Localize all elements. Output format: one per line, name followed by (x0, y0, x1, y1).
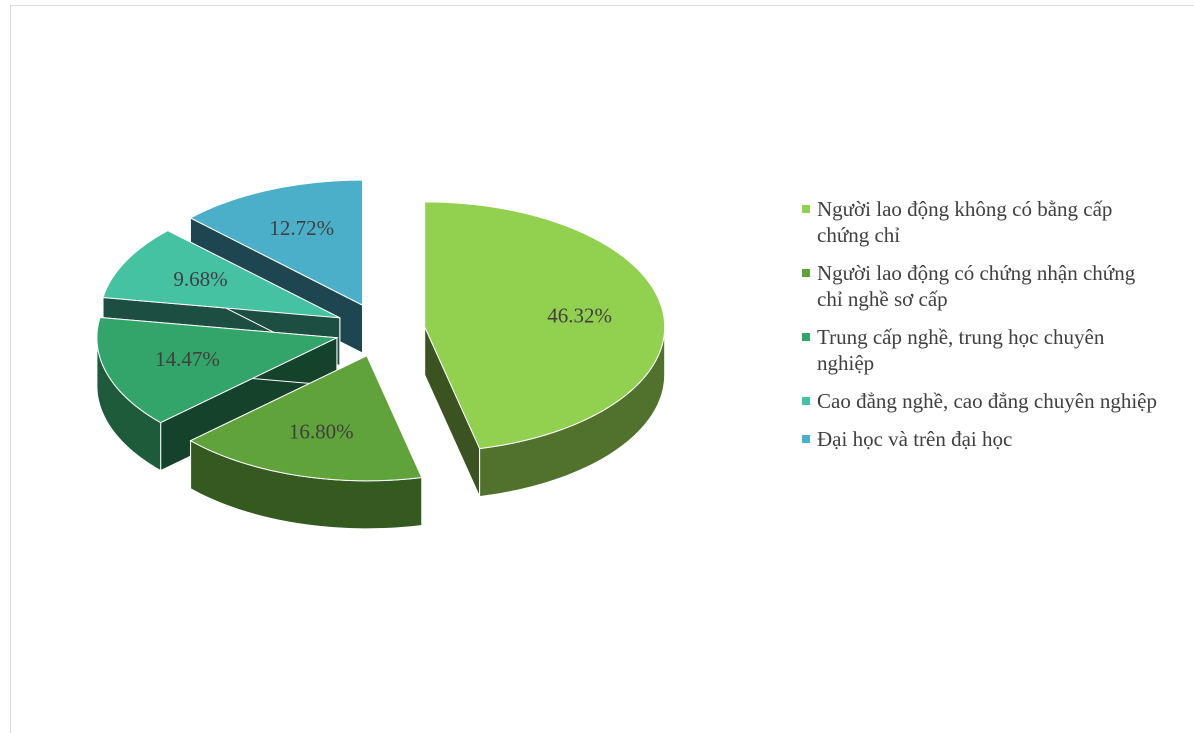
legend-item: Người lao động có chứng nhận chứng chỉ n… (800, 260, 1160, 312)
data-label: 16.80% (289, 419, 354, 443)
legend-item: Cao đẳng nghề, cao đẳng chuyên nghiệp (800, 388, 1160, 414)
legend-item: Đại học và trên đại học (800, 426, 1160, 452)
legend-label: Người lao động không có bằng cấp chứng c… (817, 197, 1113, 247)
legend-swatch (802, 333, 810, 341)
legend-label: Đại học và trên đại học (817, 427, 1013, 451)
legend-item: Trung cấp nghề, trung học chuyên nghiệp (800, 324, 1160, 376)
data-label: 9.68% (173, 267, 227, 291)
legend-swatch (802, 397, 810, 405)
data-label: 14.47% (155, 347, 220, 371)
slice: 16.80% (189, 355, 423, 530)
slice-top (189, 355, 423, 482)
slice-top (96, 316, 339, 424)
legend-swatch (802, 435, 810, 443)
slice-top (102, 230, 341, 319)
legend-swatch (802, 205, 810, 213)
slice-top (189, 179, 363, 306)
slice: 14.47% (96, 316, 339, 472)
data-label: 12.72% (269, 216, 334, 240)
frame (10, 5, 1194, 733)
slice: 46.32% (424, 201, 666, 498)
legend-label: Người lao động có chứng nhận chứng chỉ n… (817, 261, 1136, 311)
legend-item: Người lao động không có bằng cấp chứng c… (800, 196, 1160, 248)
legend: Người lao động không có bằng cấp chứng c… (800, 196, 1160, 464)
legend-label: Cao đẳng nghề, cao đẳng chuyên nghiệp (817, 389, 1157, 413)
legend-label: Trung cấp nghề, trung học chuyên nghiệp (817, 325, 1105, 375)
legend-swatch (802, 269, 810, 277)
slice-top (424, 201, 666, 450)
data-label: 46.32% (547, 303, 612, 327)
